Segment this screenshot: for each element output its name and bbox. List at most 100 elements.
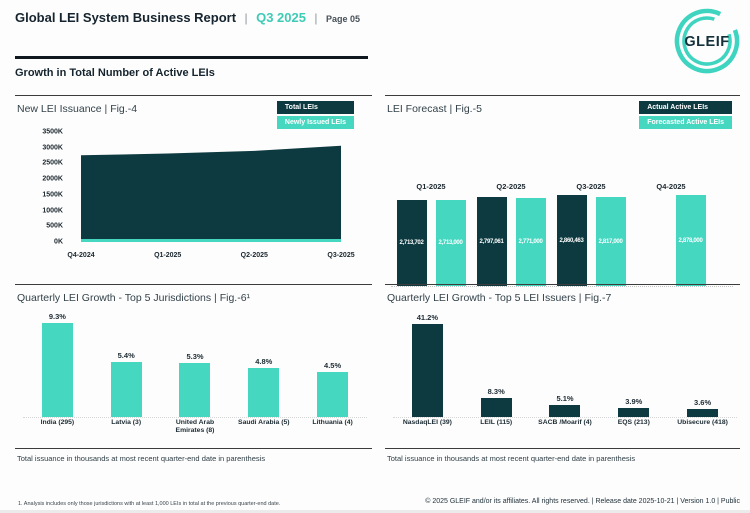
panel-fig6: Quarterly LEI Growth - Top 5 Jurisdictio… (15, 284, 372, 473)
forecast-bar: 2,713,000 (435, 200, 466, 286)
fig5-bar-value: 2,713,702 (399, 240, 424, 246)
fig7-category-labels: NasdaqLEI (39) LEIL (115) SACB /Moarif (4)… (393, 419, 737, 427)
fig5-bar-pair: 2,713,702 2,713,000 (396, 194, 466, 286)
forecast-bar: 2,817,000 (595, 197, 626, 286)
legend-actual-active-leis: Actual Active LEIs (639, 101, 732, 114)
category-label: Lithuania (4) (312, 419, 353, 426)
report-header: Global LEI System Business Report | Q3 2… (15, 9, 360, 27)
bar-value-label: 3.9% (625, 397, 643, 406)
fig5-quarter-group: Q3-2025 2,860,463 2,817,000 (551, 182, 631, 286)
fig6-caption: Total issuance in thousands at most rece… (17, 454, 266, 463)
fig4-y-tick: 500K (46, 222, 63, 230)
category-bar (110, 362, 142, 417)
fig4-x-axis: Q4-2024 Q1-2025 Q2-2025 Q3-2025 (67, 252, 355, 264)
fig4-y-tick: 3500K (42, 128, 63, 136)
actual-bar: 2,797,061 (476, 197, 507, 286)
bar-column: 4.8% (229, 357, 298, 417)
fig5-bar-slot: 2,878,000 (675, 194, 706, 286)
category-label: SACB /Moarif (4) (538, 419, 592, 426)
fig5-bar-value: 2,713,000 (438, 240, 463, 246)
fig4-legend: Total LEIs Newly Issued LEIs (276, 101, 354, 129)
fig5-quarter-label: Q1-2025 (416, 182, 446, 191)
fig4-y-axis: 3500K 3000K 2500K 2000K 1500K 1000K 500K 0K (23, 128, 69, 246)
category-bar (41, 323, 73, 417)
category-label: LEIL (115) (480, 419, 513, 426)
bar-value-label: 5.3% (186, 352, 204, 361)
header-rule (15, 56, 368, 59)
fig4-title: New LEI Issuance | Fig.-4 (17, 103, 138, 115)
bar-value-label: 9.3% (48, 312, 66, 321)
fig5-bar-slot (637, 194, 667, 286)
fig4-plot: Q4-2024 Q1-2025 Q2-2025 Q3-2025 (67, 132, 355, 264)
bar-value-label: 4.8% (255, 357, 273, 366)
logo-outer-ring (674, 8, 740, 74)
fig5-quarter-group: Q1-2025 2,713,702 2,713,000 (391, 182, 471, 286)
panel-fig7: Quarterly LEI Growth - Top 5 LEI Issuers… (385, 284, 740, 473)
fig5-bar-pair: 2,878,000 (637, 194, 706, 286)
forecast-bar: 2,771,000 (515, 198, 546, 286)
fig5-legend: Actual Active LEIs Forecasted Active LEI… (639, 101, 732, 129)
report-period: Q3 2025 (256, 10, 306, 25)
bar-value-label: 5.4% (117, 351, 135, 360)
page-number: Page 05 (326, 14, 361, 24)
fig5-quarter-group: Q2-2025 2,797,061 2,771,000 (471, 182, 551, 286)
bar-column: 41.2% (393, 313, 462, 417)
fig7-title: Quarterly LEI Growth - Top 5 LEI Issuers… (387, 292, 612, 304)
fig6-rule (15, 448, 372, 449)
category-label: Ubisecure (418) (677, 419, 728, 426)
total-leis-area (81, 145, 341, 242)
category-bar (549, 405, 581, 417)
fig5-bar-value: 2,817,000 (598, 238, 623, 245)
legend-forecasted-active-leis: Forecasted Active LEIs (639, 116, 732, 129)
bar-column: 9.3% (23, 312, 92, 417)
actual-bar: 2,860,463 (556, 195, 587, 286)
fig6-title: Quarterly LEI Growth - Top 5 Jurisdictio… (17, 292, 251, 304)
fig5-bar-slot: 2,797,061 (476, 194, 507, 286)
bar-value-label: 41.2% (416, 313, 439, 322)
fig5-quarter-group: Q4-2025 2,878,000 (631, 182, 711, 286)
bar-value-label: 4.5% (324, 361, 342, 370)
fig5-bar-slot: 2,817,000 (595, 194, 626, 286)
bar-value-label: 3.6% (694, 398, 712, 407)
fig4-y-tick: 1500K (42, 191, 63, 199)
fig7-chart: 41.2% 8.3% 5.1% 3.9% 3.6% (393, 313, 737, 418)
gleif-logo: GLEIF (674, 8, 740, 74)
fig5-bar-slot: 2,771,000 (515, 194, 546, 286)
category-label: Saudi Arabia (5) (238, 419, 290, 426)
fig4-x-tick: Q2-2025 (240, 252, 268, 259)
bar-column: 3.6% (668, 398, 737, 417)
fig5-bar-slot: 2,713,000 (435, 194, 466, 286)
fig4-area-svg (81, 145, 341, 242)
report-title: Global LEI System Business Report (15, 10, 237, 25)
section-heading: Growth in Total Number of Active LEIs (15, 67, 215, 79)
header-separator: | (244, 11, 248, 25)
newly-issued-leis-strip (81, 239, 341, 242)
fig5-quarter-label: Q3-2025 (576, 182, 606, 191)
category-bar (317, 372, 349, 417)
category-label: Latvia (3) (111, 419, 142, 426)
copyright-line: © 2025 GLEIF and/or its affiliates. All … (425, 498, 740, 505)
fig4-y-tick: 2000K (42, 175, 63, 183)
panel-fig4: New LEI Issuance | Fig.-4 Total LEIs New… (15, 95, 372, 282)
fig5-bar-slot: 2,860,463 (556, 194, 587, 286)
category-bar (179, 363, 211, 417)
bar-column: 8.3% (462, 387, 531, 417)
fig5-quarter-label: Q4-2025 (656, 182, 686, 191)
fig5-chart: Q1-2025 2,713,702 2,713,000 Q2-2025 2,797,06… (391, 182, 733, 286)
fig5-bar-value: 2,860,463 (559, 237, 584, 244)
footnote: 1. Analysis includes only those jurisdic… (18, 501, 281, 507)
legend-total-leis: Total LEIs (276, 101, 354, 114)
bar-column: 3.9% (599, 397, 668, 417)
header-separator: | (314, 11, 318, 25)
bar-column: 5.1% (531, 394, 600, 417)
category-label: India (295) (40, 419, 75, 426)
category-label: EQS (213) (617, 419, 650, 426)
category-label: NasdaqLEI (39) (402, 419, 452, 426)
fig5-bar-value: 2,878,000 (678, 237, 703, 244)
fig6-category-labels: India (295) Latvia (3) United Arab Emirate… (23, 419, 367, 436)
category-bar (618, 408, 650, 417)
category-bar (687, 409, 719, 417)
fig5-baseline (391, 286, 733, 287)
fig5-title: LEI Forecast | Fig.-5 (387, 103, 482, 115)
